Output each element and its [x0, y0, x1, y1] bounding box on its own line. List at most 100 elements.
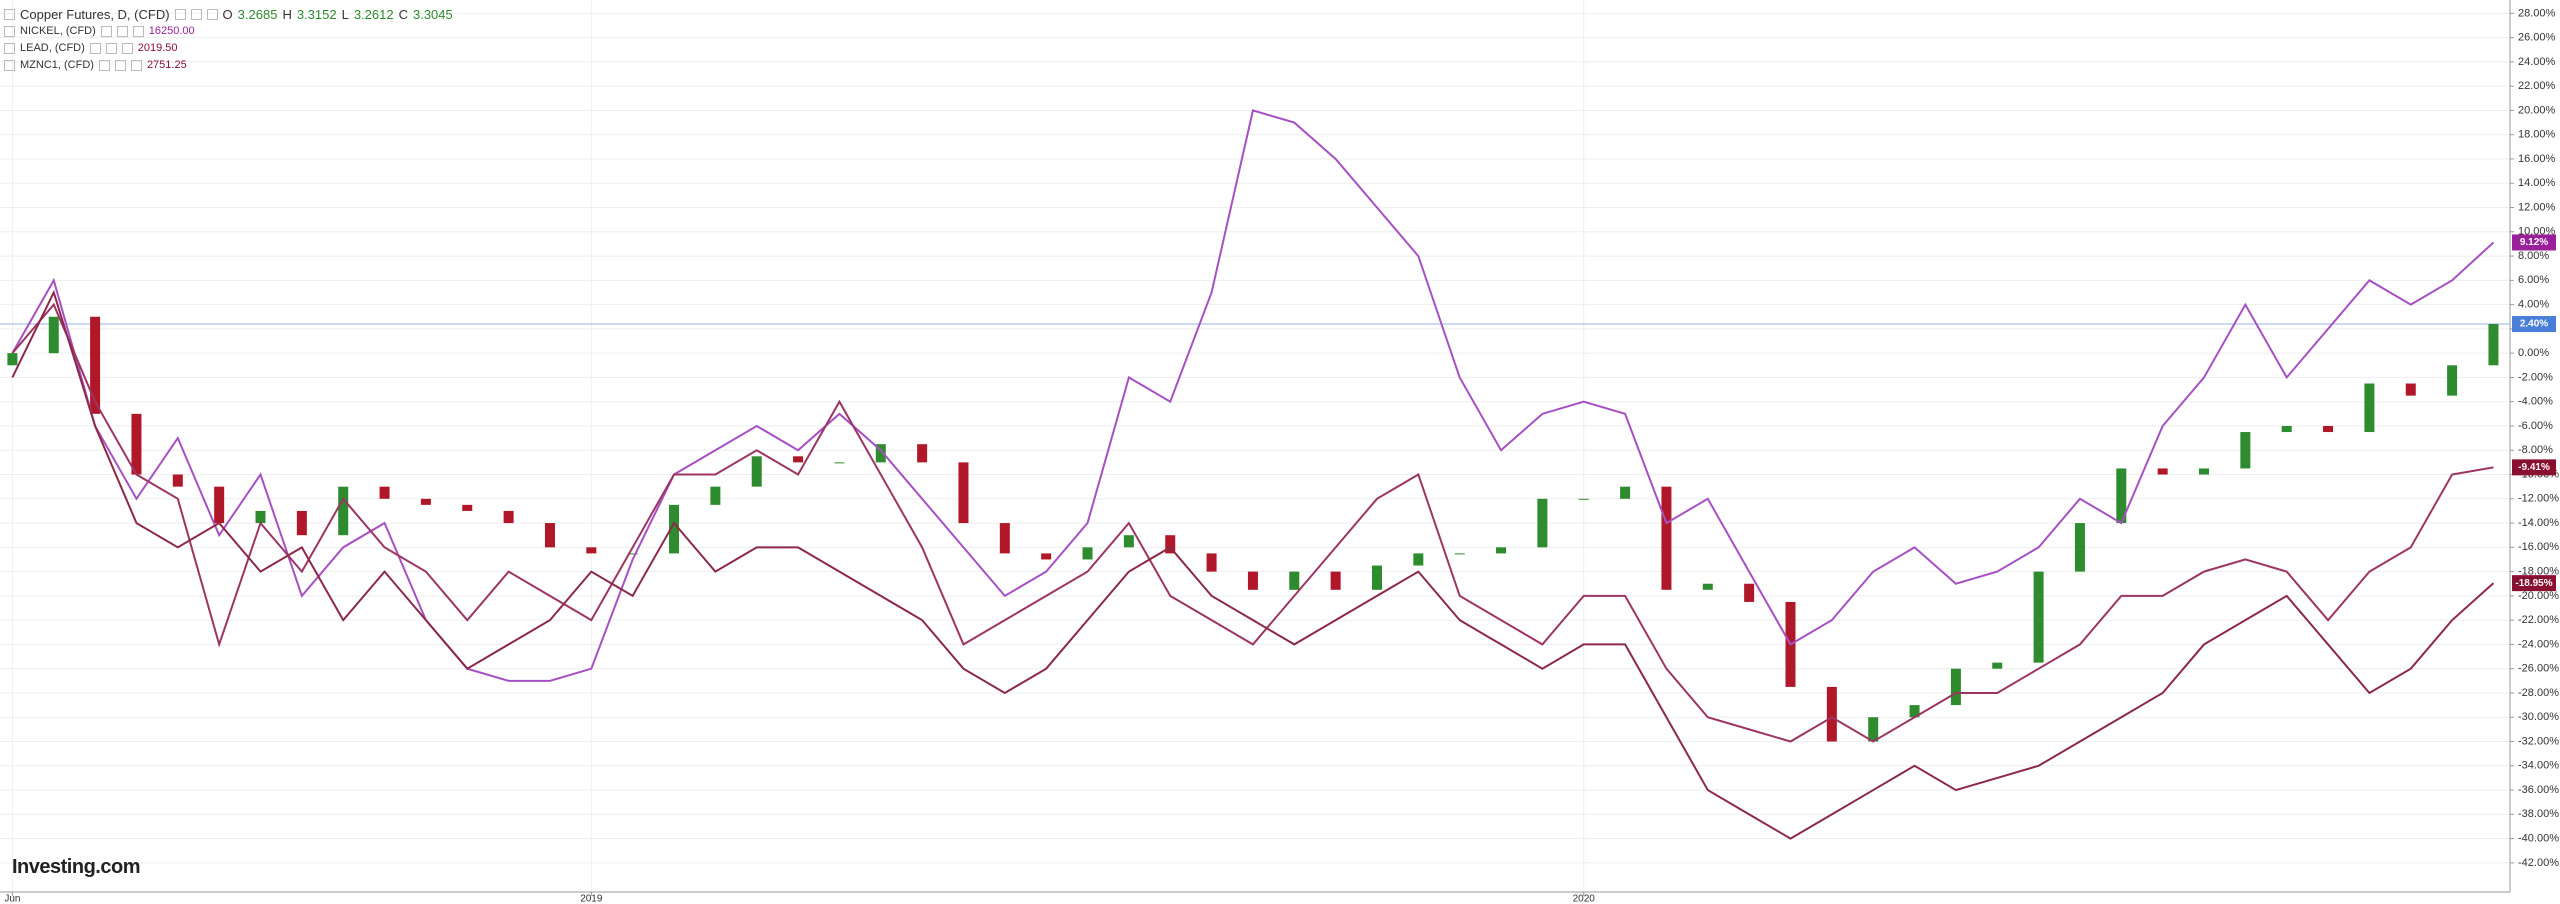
legend-name: LEAD, (CFD): [20, 42, 85, 54]
y-tick-label: 4.00%: [2518, 299, 2549, 311]
candle: [1165, 535, 1176, 554]
candle: [172, 474, 183, 487]
candle: [1744, 583, 1755, 602]
candle: [1868, 717, 1879, 742]
candle: [1247, 571, 1258, 590]
series-line: [11, 289, 2495, 840]
legend-icon: [130, 60, 142, 71]
candle: [379, 486, 390, 499]
ohlc-label: C: [398, 7, 408, 22]
y-tick-label: -38.00%: [2518, 808, 2559, 820]
candle: [2405, 383, 2416, 396]
y-tick-label: 8.00%: [2518, 250, 2549, 262]
y-tick-label: -4.00%: [2518, 396, 2553, 408]
legend-icon: [132, 26, 144, 37]
y-tick-label: -30.00%: [2518, 711, 2559, 723]
y-tick-label: 20.00%: [2518, 104, 2556, 116]
legend-row: MZNC1, (CFD) 2751.25: [4, 57, 453, 74]
y-tick-label: 6.00%: [2518, 274, 2549, 286]
candle: [1537, 498, 1548, 548]
last-value-label: -9.41%: [2518, 462, 2550, 473]
candle: [1950, 668, 1961, 706]
candle: [999, 523, 1010, 554]
last-value-box: [2512, 234, 2556, 251]
legend-name: MZNC1, (CFD): [20, 59, 94, 71]
candle: [338, 486, 349, 536]
legend-value: 2019.50: [137, 42, 178, 54]
legend-icon: [116, 26, 128, 37]
candle: [48, 316, 59, 354]
candle: [420, 498, 431, 505]
candle: [1826, 686, 1837, 742]
y-tick-label: -12.00%: [2518, 493, 2559, 505]
candle: [1702, 583, 1713, 590]
candle: [462, 504, 473, 511]
candle: [710, 486, 721, 505]
candle: [1330, 571, 1341, 590]
y-tick-label: -8.00%: [2518, 444, 2553, 456]
legend-icon: [114, 60, 126, 71]
candle: [1413, 553, 1424, 566]
candle: [255, 510, 266, 524]
candle: [2033, 571, 2044, 663]
candle: [669, 504, 680, 554]
x-tick-label: 2019: [580, 894, 603, 904]
candle: [214, 486, 225, 524]
candle: [1041, 553, 1052, 560]
legend-icon: [4, 43, 15, 54]
candle: [503, 510, 514, 524]
y-tick-label: -36.00%: [2518, 784, 2559, 796]
candle: [1454, 553, 1465, 555]
y-tick-label: 16.00%: [2518, 153, 2556, 165]
candle: [1371, 565, 1382, 590]
legend-row: Copper Futures, D, (CFD) O 3.2685 H 3.3152 L 3…: [4, 6, 453, 23]
y-tick-label: -14.00%: [2518, 517, 2559, 529]
candle: [1661, 486, 1672, 590]
legend-row: NICKEL, (CFD) 16250.00: [4, 23, 453, 40]
legend-icon: [121, 43, 133, 54]
candle: [1123, 535, 1134, 548]
candle: [793, 456, 804, 463]
candle: [2199, 468, 2210, 475]
last-value-box: [2512, 575, 2556, 592]
candle: [2157, 468, 2168, 475]
candle: [2281, 425, 2292, 433]
last-value-box: [2512, 459, 2556, 476]
y-tick-label: -40.00%: [2518, 833, 2559, 845]
candle: [627, 553, 638, 555]
candle: [875, 444, 886, 463]
candle: [2488, 324, 2499, 366]
y-tick-label: 24.00%: [2518, 56, 2556, 68]
y-tick-label: -18.00%: [2518, 566, 2559, 578]
y-tick-label: -32.00%: [2518, 735, 2559, 747]
ohlc-value: 3.3045: [412, 7, 453, 22]
candle: [834, 462, 845, 464]
x-tick-label: Jun: [4, 894, 20, 904]
candle: [7, 353, 18, 366]
legend-icon: [206, 9, 218, 20]
y-tick-label: 14.00%: [2518, 177, 2556, 189]
x-tick-label: 2020: [1573, 894, 1596, 904]
legend-icon: [4, 26, 15, 37]
candle: [90, 316, 101, 414]
series-line: [11, 302, 2494, 743]
ohlc-label: H: [282, 7, 292, 22]
last-value-label: -18.95%: [2515, 578, 2552, 589]
y-tick-label: 28.00%: [2518, 7, 2556, 19]
candle: [1909, 705, 1920, 718]
legend-icon: [4, 60, 15, 71]
last-value-box: [2512, 316, 2556, 333]
legend-row: LEAD, (CFD) 2019.50: [4, 40, 453, 57]
last-value-label: 9.12%: [2520, 237, 2548, 248]
legend-icon: [174, 9, 186, 20]
candle: [2364, 383, 2375, 433]
candle: [751, 456, 762, 487]
candle: [958, 462, 969, 524]
candle: [917, 444, 928, 463]
y-tick-label: -6.00%: [2518, 420, 2553, 432]
legend-icon: [190, 9, 202, 20]
ohlc-value: 3.3152: [296, 7, 337, 22]
ohlc-value: 3.2685: [237, 7, 278, 22]
